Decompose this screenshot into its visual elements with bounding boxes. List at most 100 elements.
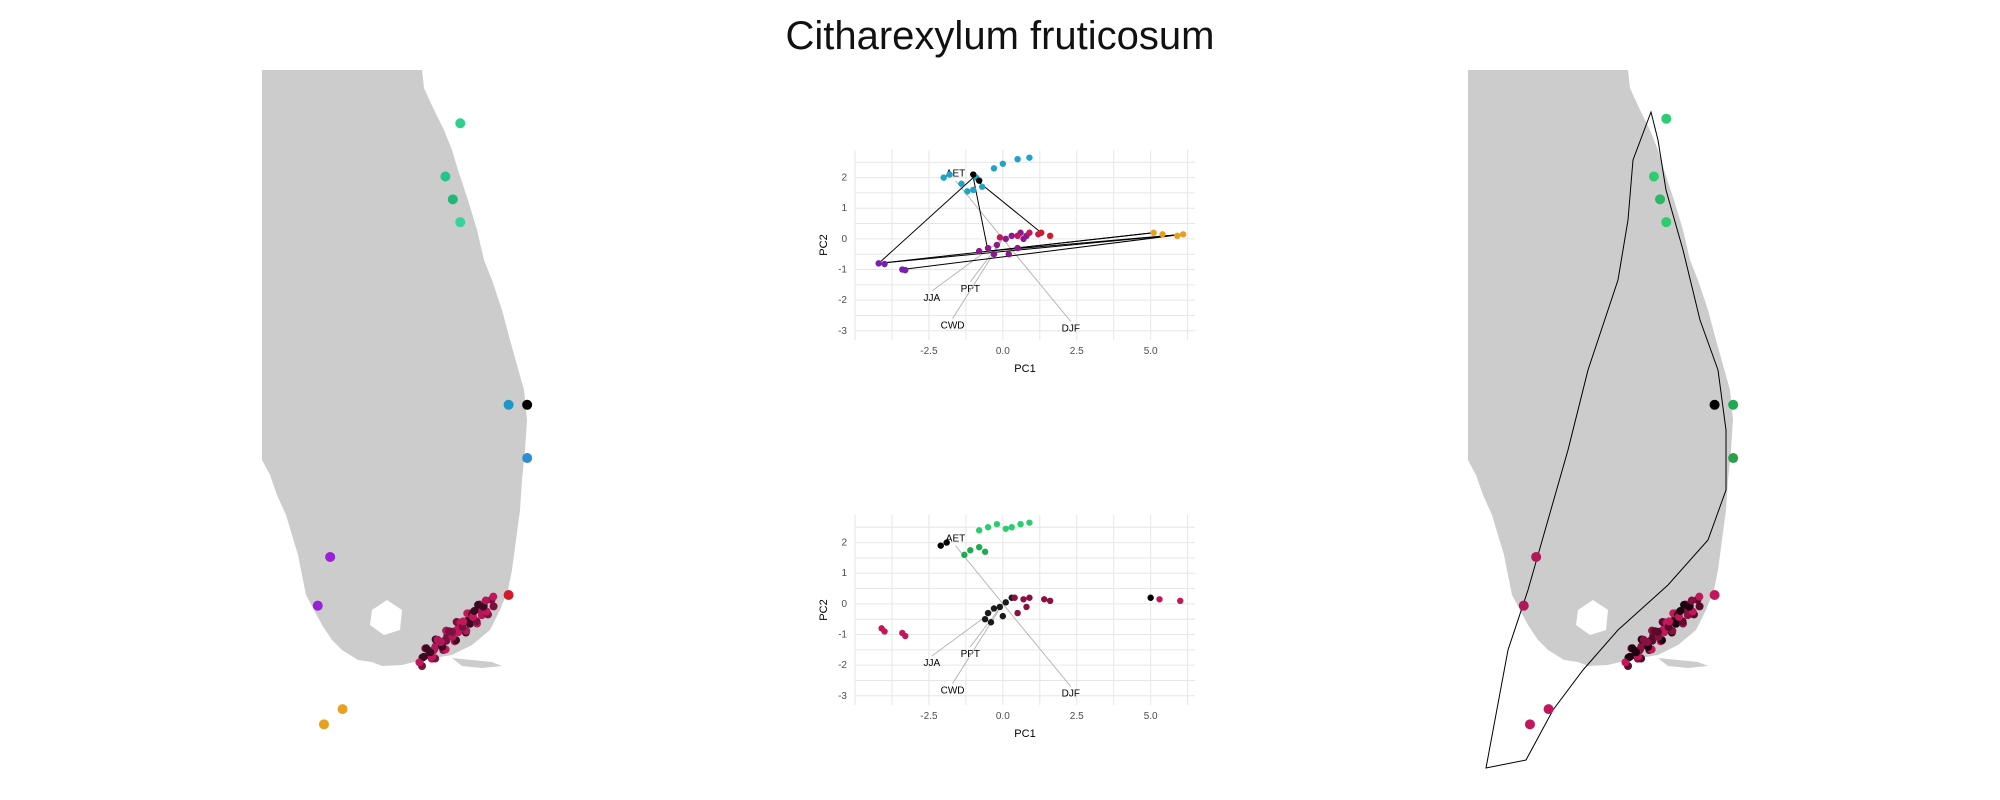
occurrence-cluster-point bbox=[1632, 648, 1641, 657]
occurrence-point bbox=[1728, 399, 1739, 410]
y-tick-label: 1 bbox=[841, 203, 847, 214]
occurrence-cluster-point bbox=[419, 652, 428, 661]
pca-point bbox=[978, 183, 986, 190]
pca-point bbox=[1023, 603, 1030, 611]
occurrence-point bbox=[325, 551, 336, 562]
pca-point bbox=[1159, 231, 1166, 238]
pca-point bbox=[1150, 229, 1157, 236]
occurrence-cluster-point bbox=[459, 617, 468, 626]
pca-point bbox=[990, 605, 998, 612]
grid bbox=[854, 150, 1195, 340]
loading-vector bbox=[1002, 238, 1072, 322]
occurrence-point bbox=[1661, 217, 1672, 228]
lake-okeechobee-cutout bbox=[370, 600, 402, 635]
loading-vector bbox=[952, 603, 1004, 684]
pca-point bbox=[1002, 525, 1009, 532]
occurrence-cluster-point bbox=[1660, 628, 1669, 637]
pca-point bbox=[990, 165, 998, 172]
loading-vector bbox=[1002, 603, 1072, 687]
grid bbox=[854, 515, 1195, 705]
vector-label: AET bbox=[946, 169, 965, 180]
pca-point bbox=[1177, 597, 1184, 605]
pca-point bbox=[1179, 231, 1187, 238]
occurrence-cluster-point bbox=[1695, 602, 1704, 611]
pca-point bbox=[999, 160, 1007, 167]
pca-point bbox=[975, 247, 983, 255]
y-tick-label: 2 bbox=[841, 173, 847, 184]
pca-point bbox=[1041, 596, 1048, 603]
occurrence-point bbox=[1518, 600, 1529, 611]
x-tick-label: 2.5 bbox=[1070, 346, 1084, 357]
occurrence-cluster-point bbox=[448, 627, 457, 636]
occurrence-cluster-point bbox=[489, 592, 498, 601]
pca-point bbox=[1017, 520, 1024, 528]
loading-vector bbox=[969, 603, 1004, 648]
pca-point bbox=[1002, 235, 1009, 243]
pca-point bbox=[984, 609, 992, 617]
y-tick-label: 0 bbox=[841, 234, 847, 245]
pca-point bbox=[975, 543, 983, 551]
pca-point bbox=[940, 174, 947, 181]
pca-point bbox=[996, 234, 1004, 241]
map-left bbox=[262, 70, 533, 730]
vector-label: JJA bbox=[924, 293, 941, 304]
pca-point bbox=[967, 547, 974, 554]
pca-point bbox=[958, 180, 965, 187]
pca-point bbox=[902, 632, 909, 640]
pca-point bbox=[1014, 244, 1021, 252]
occurrence-cluster-point bbox=[1687, 596, 1696, 605]
pca-top-panel: -2.5 0.0 2.5 5.0 -3 -2 -1 0 1 2 PC1 PC2 AET PPT JJA CWD… bbox=[805, 140, 1205, 380]
pca-point bbox=[1005, 250, 1012, 258]
y-axis-title: PC2 bbox=[818, 599, 830, 620]
pca-point bbox=[981, 548, 989, 555]
occurrence-point bbox=[455, 217, 466, 228]
occurrence-point bbox=[503, 399, 514, 410]
pca-point bbox=[1002, 599, 1009, 606]
florida-keys bbox=[452, 658, 502, 668]
pca-point bbox=[875, 260, 882, 267]
vector-label: CWD bbox=[941, 686, 965, 697]
vector-label: PPT bbox=[961, 649, 980, 660]
occurrence-point bbox=[312, 600, 323, 611]
occurrence-cluster-point bbox=[1676, 606, 1685, 615]
map-right bbox=[1468, 70, 1739, 769]
pca-point bbox=[1026, 229, 1033, 236]
occurrence-point bbox=[522, 453, 533, 464]
pca-point bbox=[970, 171, 977, 178]
occurrence-cluster-point bbox=[1665, 617, 1674, 626]
pca-point bbox=[902, 266, 909, 274]
map-left-panel bbox=[262, 70, 547, 770]
pca-point bbox=[943, 539, 950, 546]
y-tick-label: -1 bbox=[838, 265, 847, 276]
florida-landmass bbox=[1468, 70, 1733, 666]
pca-point bbox=[999, 612, 1007, 620]
occurrence-cluster-point bbox=[1654, 627, 1663, 636]
x-tick-label: 5.0 bbox=[1144, 711, 1158, 722]
occurrence-cluster-point bbox=[1695, 592, 1704, 601]
pca-bottom-panel: -2.5 0.0 2.5 5.0 -3 -2 -1 0 1 2 PC1 PC2 AET PPT JJA CWD… bbox=[805, 505, 1205, 745]
lake-okeechobee-cutout bbox=[1576, 600, 1608, 635]
pca-point bbox=[996, 603, 1004, 611]
occurrence-cluster-point bbox=[1625, 652, 1634, 661]
pca-point bbox=[1026, 594, 1033, 601]
occurrence-point bbox=[1709, 399, 1720, 410]
pca-point bbox=[1046, 232, 1054, 240]
occurrence-cluster-point bbox=[489, 602, 498, 611]
x-tick-label: -2.5 bbox=[920, 711, 938, 722]
vector-label: AET bbox=[946, 534, 965, 545]
map-right-panel bbox=[1468, 70, 1753, 770]
pca-point bbox=[964, 188, 971, 195]
pca-point bbox=[1014, 609, 1021, 617]
pca-point bbox=[987, 619, 995, 626]
pca-points bbox=[875, 154, 1187, 274]
pca-points bbox=[878, 519, 1184, 640]
occurrence-cluster-point bbox=[1671, 619, 1680, 628]
pca-point bbox=[881, 260, 888, 268]
x-axis-title: PC1 bbox=[1014, 728, 1035, 740]
occurrence-point bbox=[337, 704, 348, 715]
pca-point bbox=[984, 244, 992, 252]
pca-point bbox=[984, 524, 992, 531]
pca-point bbox=[970, 186, 977, 194]
occurrence-point bbox=[1709, 590, 1720, 600]
